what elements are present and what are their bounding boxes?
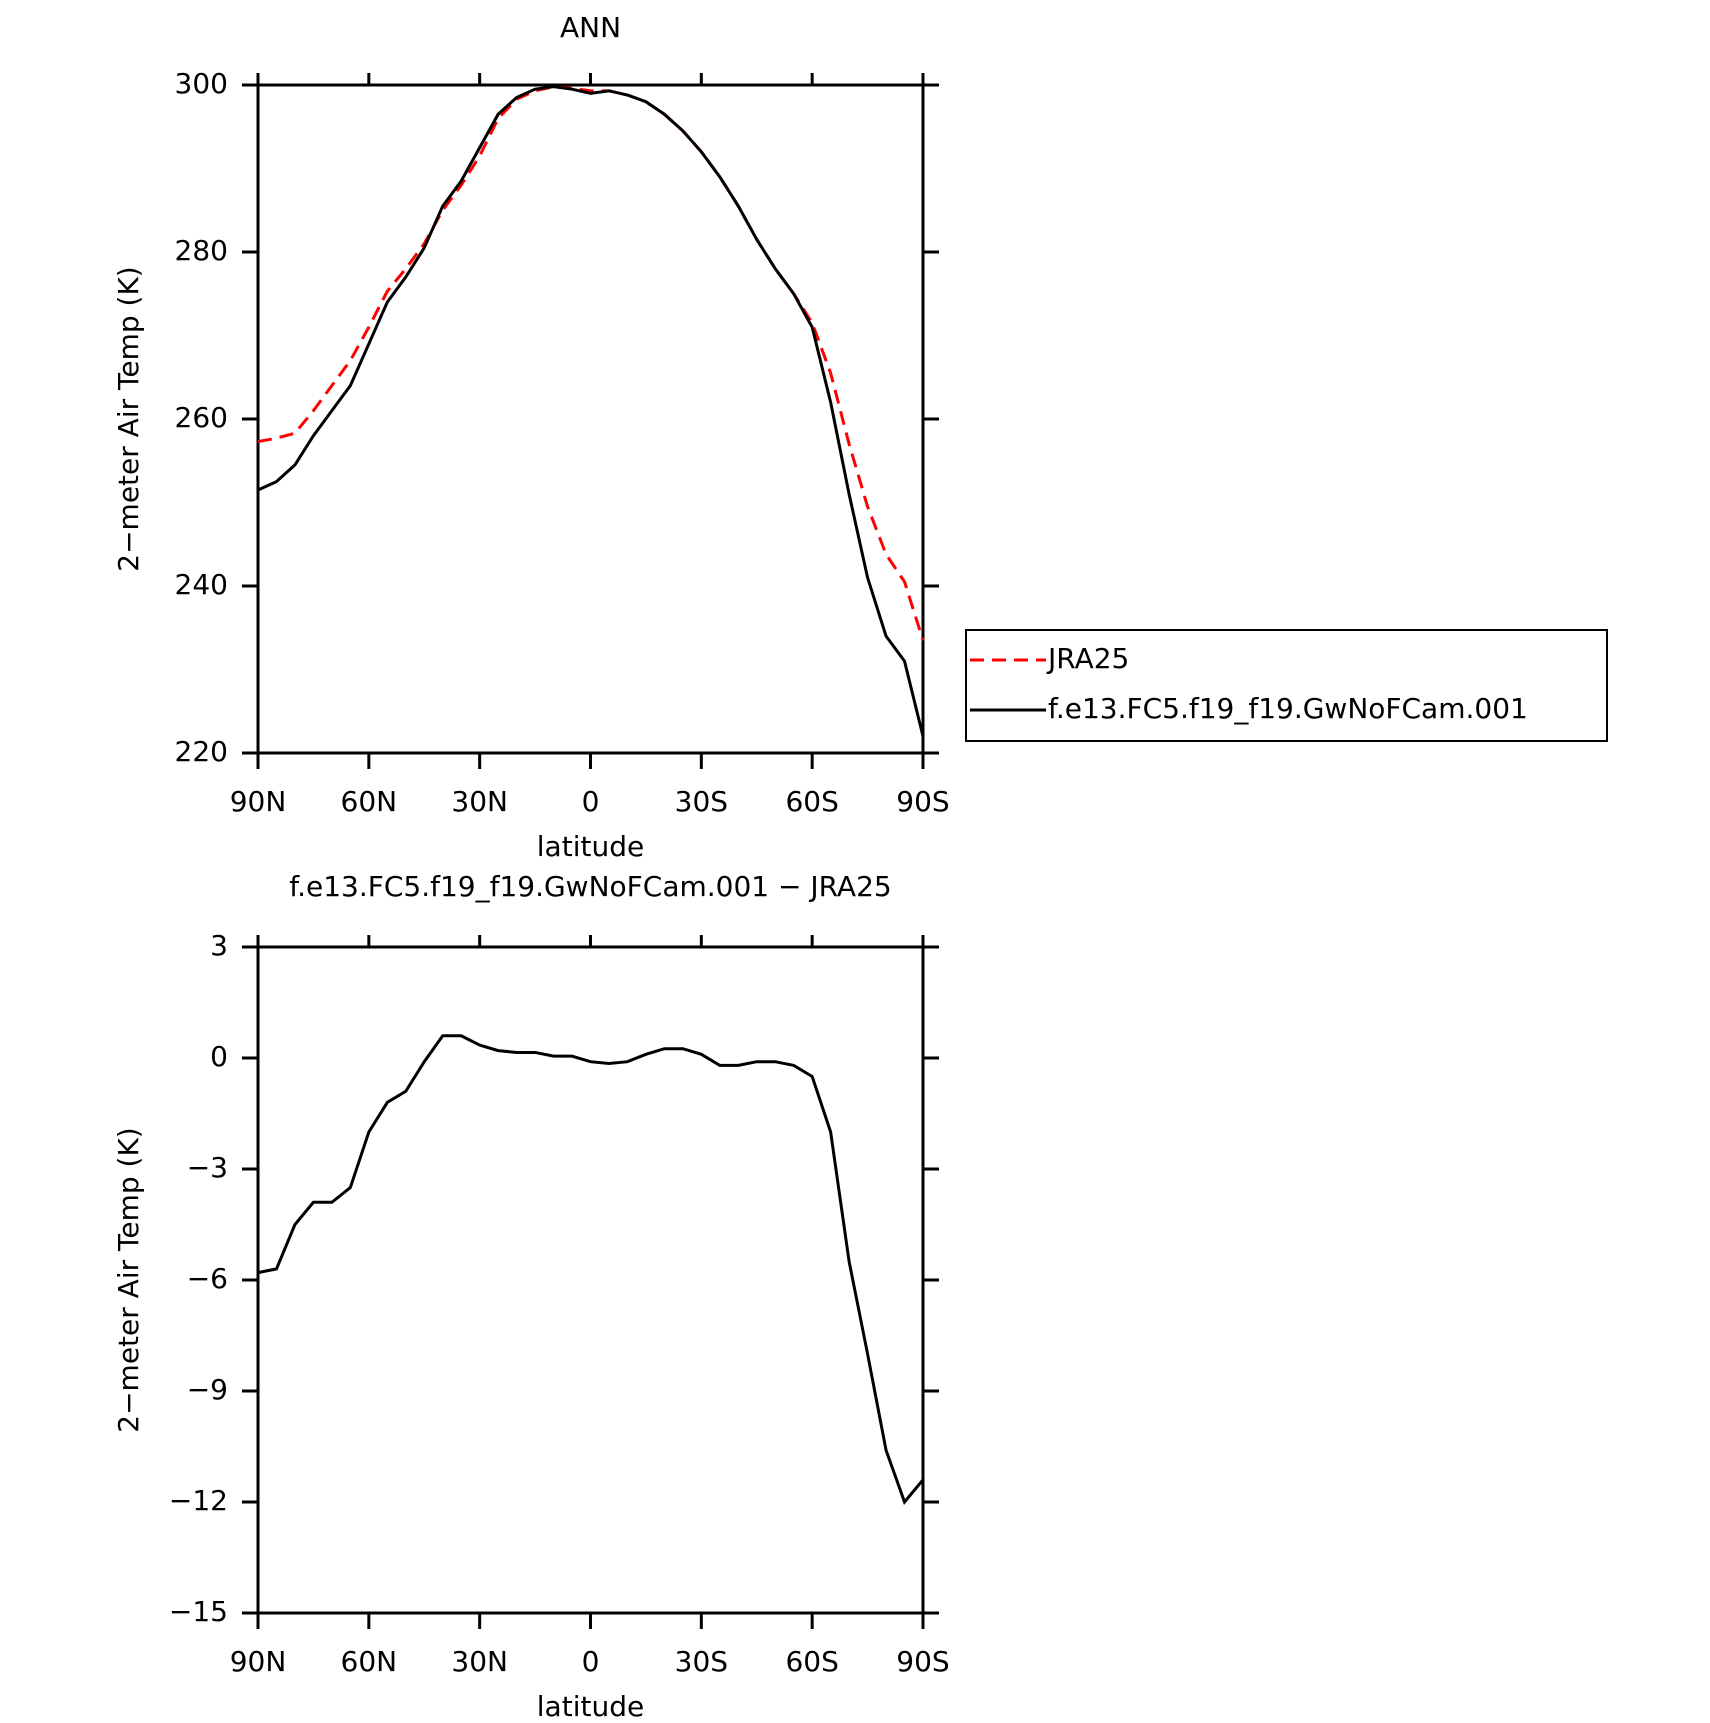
y-tick-label: 3 (210, 929, 228, 962)
y-tick-label: −3 (187, 1151, 228, 1184)
x-tick-label: 90N (230, 1645, 287, 1678)
y-tick-label: 240 (175, 568, 228, 601)
y-tick-label: −15 (169, 1595, 228, 1628)
x-tick-label: 0 (582, 1645, 600, 1678)
y-tick-label: 300 (175, 67, 228, 100)
y-tick-label: 280 (175, 234, 228, 267)
x-tick-label: 90N (230, 785, 287, 818)
x-tick-label: 60N (341, 785, 398, 818)
x-tick-label: 0 (582, 785, 600, 818)
plot-frame (256, 83, 925, 755)
legend-box (965, 629, 1608, 742)
chart-title: ANN (560, 11, 621, 44)
y-axis-label: 2−meter Air Temp (K) (112, 1127, 145, 1432)
y-tick-label: 0 (210, 1040, 228, 1073)
x-axis-label: latitude (537, 1690, 644, 1723)
data-line (257, 85, 925, 737)
y-tick-label: −12 (169, 1484, 228, 1517)
x-tick-label: 90S (896, 785, 949, 818)
data-line (257, 1034, 925, 1505)
x-tick-label: 30N (451, 1645, 508, 1678)
x-tick-label: 60S (785, 785, 838, 818)
chart-title: f.e13.FC5.f19_f19.GwNoFCam.001 − JRA25 (289, 870, 891, 903)
plot-frame (256, 945, 925, 1615)
y-tick-label: 260 (175, 401, 228, 434)
legend-label: JRA25 (1046, 642, 1129, 675)
x-tick-label: 30S (675, 785, 728, 818)
y-axis-label: 2−meter Air Temp (K) (112, 266, 145, 571)
x-tick-label: 90S (896, 1645, 949, 1678)
x-tick-label: 60S (785, 1645, 838, 1678)
legend-label: f.e13.FC5.f19_f19.GwNoFCam.001 (1048, 692, 1528, 725)
y-tick-label: −6 (187, 1262, 228, 1295)
x-tick-label: 30S (675, 1645, 728, 1678)
y-tick-label: 220 (175, 735, 228, 768)
x-tick-label: 60N (341, 1645, 398, 1678)
x-axis-label: latitude (537, 830, 644, 863)
x-tick-label: 30N (451, 785, 508, 818)
y-tick-label: −9 (187, 1373, 228, 1406)
data-line (257, 85, 925, 641)
